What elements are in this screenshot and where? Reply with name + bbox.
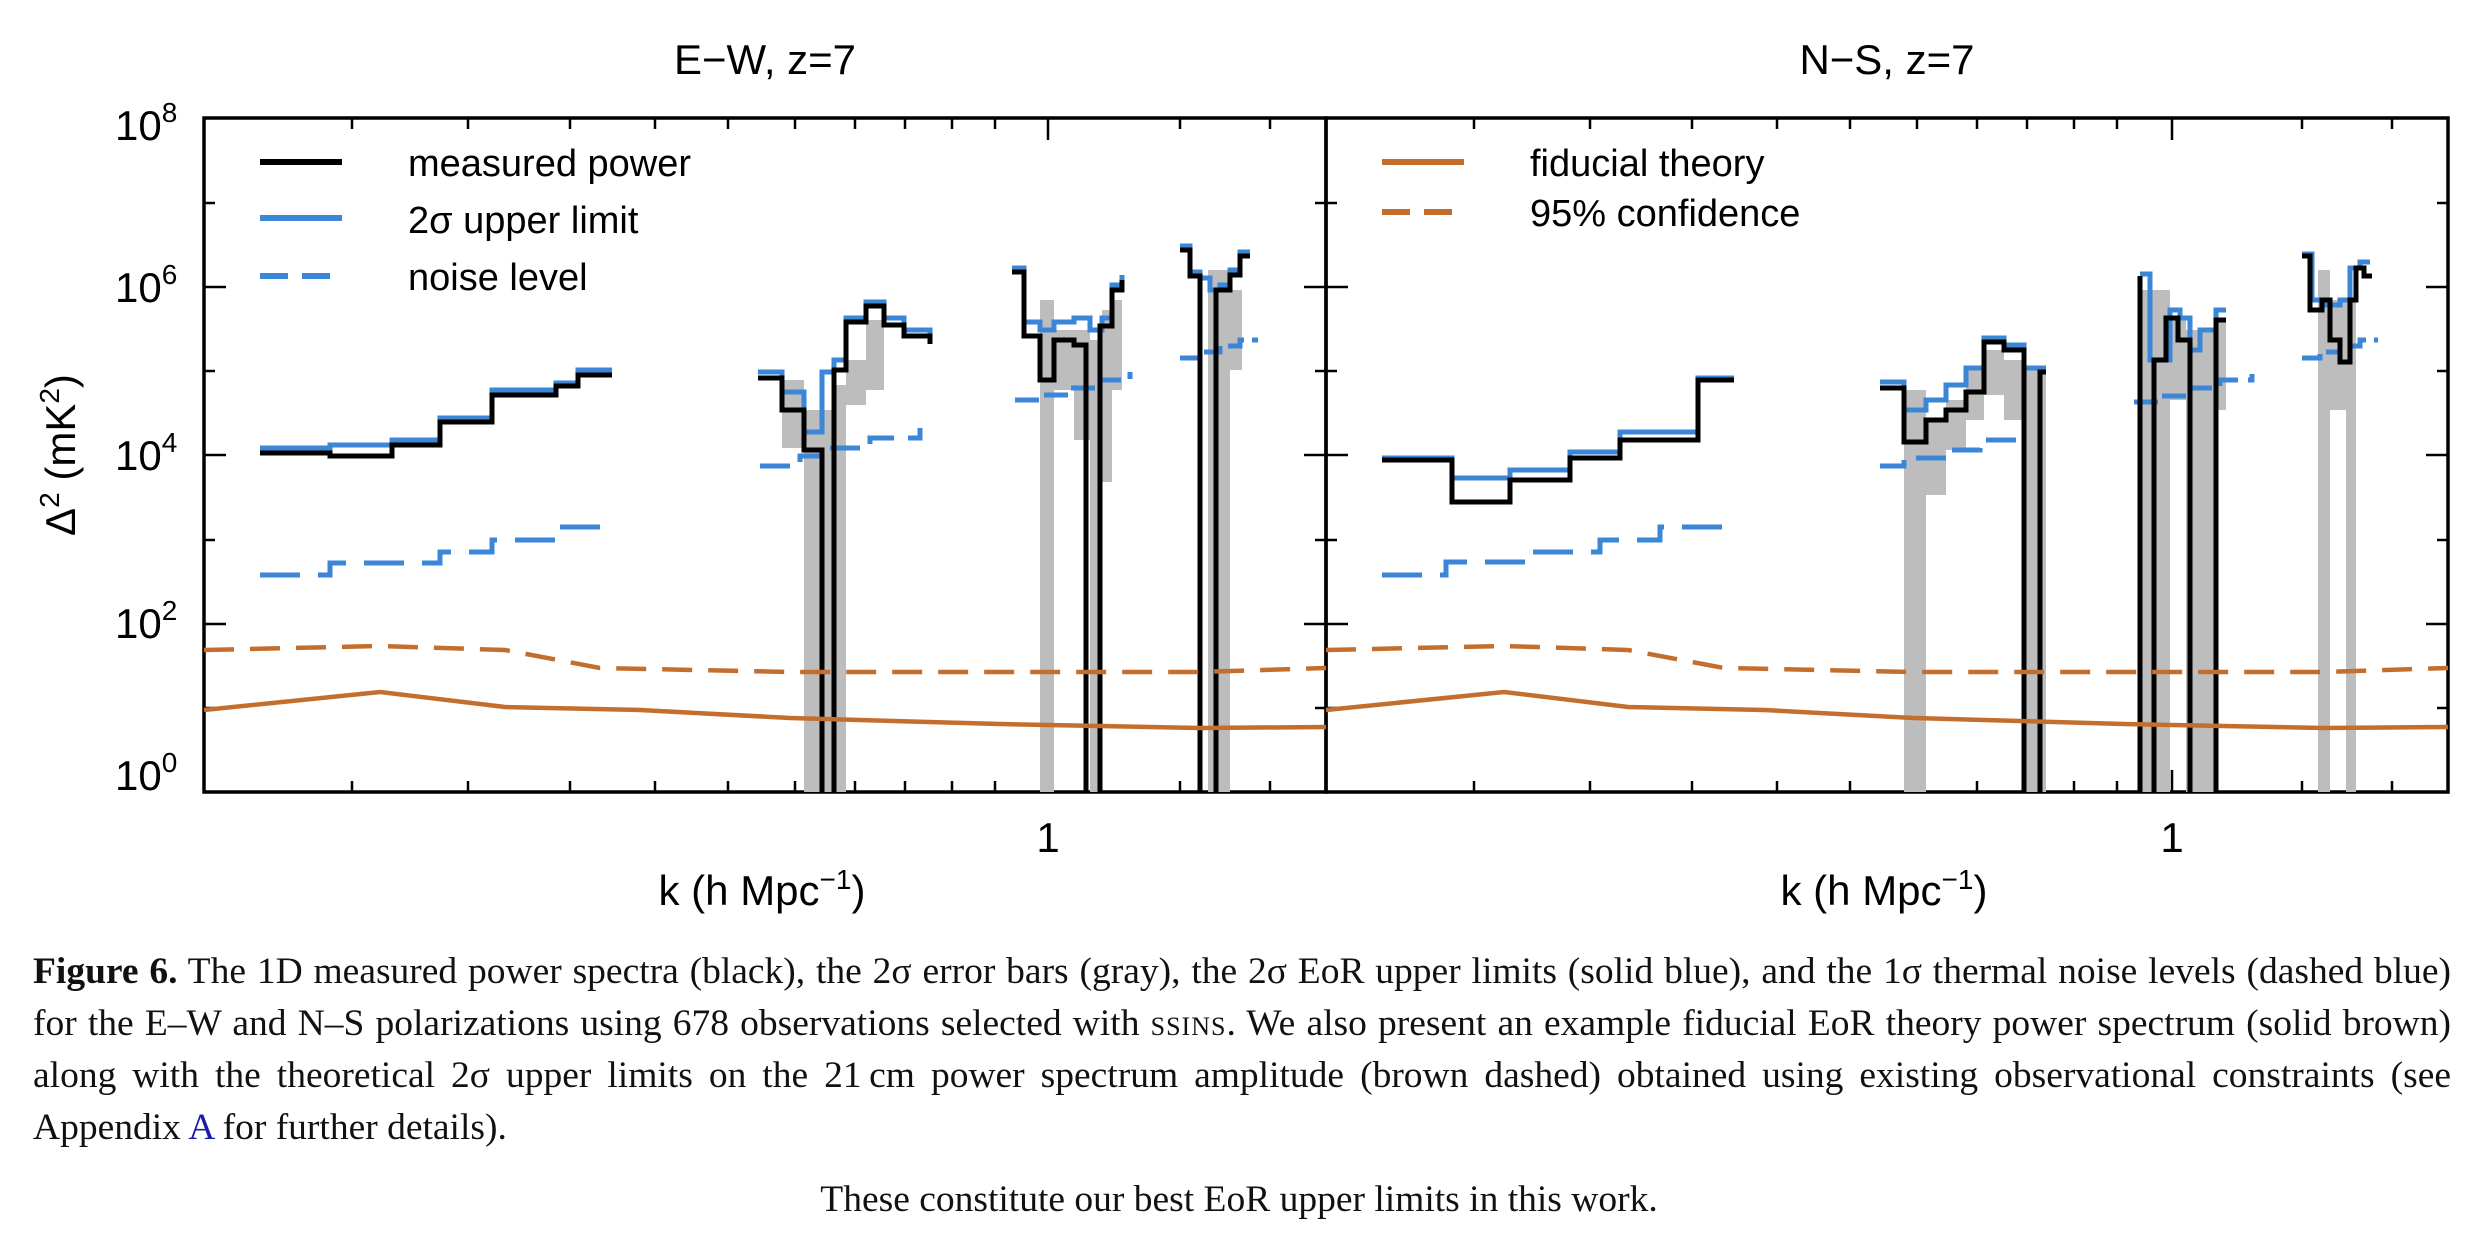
x-tick-label-ew-1: 1 — [1036, 814, 1059, 861]
ew-errbar — [846, 360, 866, 405]
panel-ns-plot: fiducial theory 95% confidence — [1326, 143, 2448, 792]
x-ticks — [352, 118, 2392, 792]
y-tick-label-1e4: 104 — [115, 427, 177, 479]
ns-measured-seg — [1382, 380, 1734, 502]
ns-errbar — [2004, 360, 2024, 420]
ns-noise-level — [1382, 340, 2378, 575]
legend-label-upper-limit: 2σ upper limit — [408, 200, 639, 242]
ns-errbar — [1904, 390, 1926, 792]
ew-errbar — [804, 410, 834, 792]
ns-95-confidence — [1326, 646, 2448, 672]
ew-fiducial-theory — [204, 692, 1326, 728]
y-tick-label-1e6: 106 — [115, 259, 177, 311]
ew-noise-seg — [260, 527, 612, 575]
caption-final-line: These constitute our best EoR upper limi… — [0, 1178, 2478, 1221]
ew-95-confidence — [204, 646, 1326, 672]
x-axis-label-ew: k (h Mpc−1) — [659, 864, 866, 914]
ew-errbar — [1230, 290, 1242, 370]
caption-text-3: for further details). — [213, 1107, 507, 1148]
figure-caption: Figure 6. The 1D measured power spectra … — [33, 946, 2451, 1154]
ew-measured-power — [260, 250, 1250, 792]
y-tick-labels: 100 102 104 106 108 — [115, 97, 177, 799]
ns-errbar — [2024, 370, 2046, 792]
x-tick-label-ns-1: 1 — [2160, 814, 2183, 861]
ns-error-bars — [1904, 270, 2356, 792]
ns-upper-seg — [1382, 378, 1734, 478]
ns-noise-seg — [1382, 527, 1734, 575]
ns-errbar — [1966, 370, 1984, 420]
appendix-link[interactable]: A — [188, 1107, 213, 1148]
ew-legend: measured power 2σ upper limit noise leve… — [260, 143, 691, 299]
y-axis-label: Δ2 (mK2) — [34, 374, 84, 536]
ew-errbar — [866, 320, 884, 390]
ew-error-bars — [782, 270, 1242, 792]
panel-ns-title: N−S, z=7 — [1799, 36, 1974, 83]
legend-label-noise-level: noise level — [408, 257, 588, 299]
y-tick-label-1e2: 102 — [115, 595, 177, 647]
ns-legend: fiducial theory 95% confidence — [1382, 143, 1800, 235]
power-spectrum-figure: E−W, z=7 N−S, z=7 Δ2 (mK2) 100 102 104 1… — [0, 0, 2478, 940]
ew-upper-seg — [260, 370, 612, 448]
panel-ew-title: E−W, z=7 — [674, 36, 856, 83]
ew-measured-seg — [260, 375, 612, 456]
legend-label-measured-power: measured power — [408, 143, 691, 185]
caption-label: Figure 6. — [33, 951, 178, 992]
ew-errbar — [1102, 310, 1112, 482]
panel-ew-plot: measured power 2σ upper limit noise leve… — [204, 143, 1326, 792]
legend-label-fiducial-theory: fiducial theory — [1530, 143, 1764, 185]
ns-fiducial-theory — [1326, 692, 2448, 728]
x-axis-label-ns: k (h Mpc−1) — [1781, 864, 1988, 914]
ns-errbar — [2346, 300, 2356, 792]
y-tick-label-1e8: 108 — [115, 97, 177, 149]
caption-ssins: ssins — [1151, 1003, 1227, 1044]
y-tick-label-1e0: 100 — [115, 747, 177, 799]
ns-errbar — [2318, 270, 2330, 792]
legend-label-95-confidence: 95% confidence — [1530, 193, 1800, 235]
ns-errbar — [1984, 350, 2004, 395]
